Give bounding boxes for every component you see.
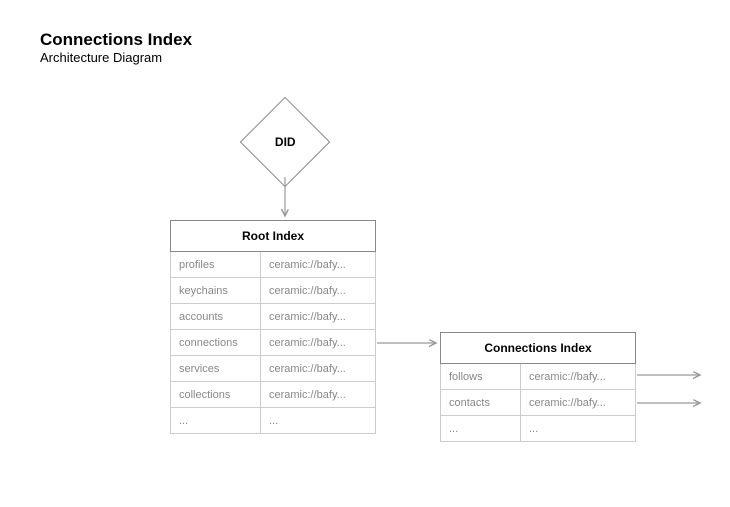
did-label: DID bbox=[275, 135, 296, 149]
table-cell: ceramic://bafy... bbox=[261, 252, 376, 278]
table-cell: ceramic://bafy... bbox=[261, 382, 376, 408]
did-diamond: DID bbox=[240, 97, 331, 188]
table-cell: follows bbox=[441, 364, 521, 390]
table-cell: profiles bbox=[171, 252, 261, 278]
table-row: ...... bbox=[171, 408, 376, 434]
connections-index-header: Connections Index bbox=[441, 333, 636, 364]
page-title: Connections Index bbox=[40, 30, 192, 50]
table-cell: ... bbox=[441, 416, 521, 442]
table-row: connectionsceramic://bafy... bbox=[171, 330, 376, 356]
table-cell: ceramic://bafy... bbox=[521, 364, 636, 390]
table-cell: accounts bbox=[171, 304, 261, 330]
table-cell: ceramic://bafy... bbox=[261, 278, 376, 304]
table-cell: keychains bbox=[171, 278, 261, 304]
root-index-table: Root Index profilesceramic://bafy...keyc… bbox=[170, 220, 376, 434]
connections-index-table: Connections Index followsceramic://bafy.… bbox=[440, 332, 636, 442]
table-cell: ... bbox=[171, 408, 261, 434]
table-cell: ... bbox=[521, 416, 636, 442]
table-cell: collections bbox=[171, 382, 261, 408]
table-row: servicesceramic://bafy... bbox=[171, 356, 376, 382]
table-cell: contacts bbox=[441, 390, 521, 416]
root-index-header: Root Index bbox=[171, 221, 376, 252]
table-cell: ceramic://bafy... bbox=[261, 304, 376, 330]
table-row: collectionsceramic://bafy... bbox=[171, 382, 376, 408]
page-subtitle: Architecture Diagram bbox=[40, 50, 162, 65]
table-row: followsceramic://bafy... bbox=[441, 364, 636, 390]
table-cell: connections bbox=[171, 330, 261, 356]
table-cell: ... bbox=[261, 408, 376, 434]
table-cell: services bbox=[171, 356, 261, 382]
table-row: keychainsceramic://bafy... bbox=[171, 278, 376, 304]
root-index-body: profilesceramic://bafy...keychainscerami… bbox=[171, 252, 376, 434]
connections-index-body: followsceramic://bafy...contactsceramic:… bbox=[441, 364, 636, 442]
table-cell: ceramic://bafy... bbox=[261, 330, 376, 356]
table-row: accountsceramic://bafy... bbox=[171, 304, 376, 330]
table-row: ...... bbox=[441, 416, 636, 442]
table-cell: ceramic://bafy... bbox=[261, 356, 376, 382]
table-row: profilesceramic://bafy... bbox=[171, 252, 376, 278]
table-row: contactsceramic://bafy... bbox=[441, 390, 636, 416]
table-cell: ceramic://bafy... bbox=[521, 390, 636, 416]
